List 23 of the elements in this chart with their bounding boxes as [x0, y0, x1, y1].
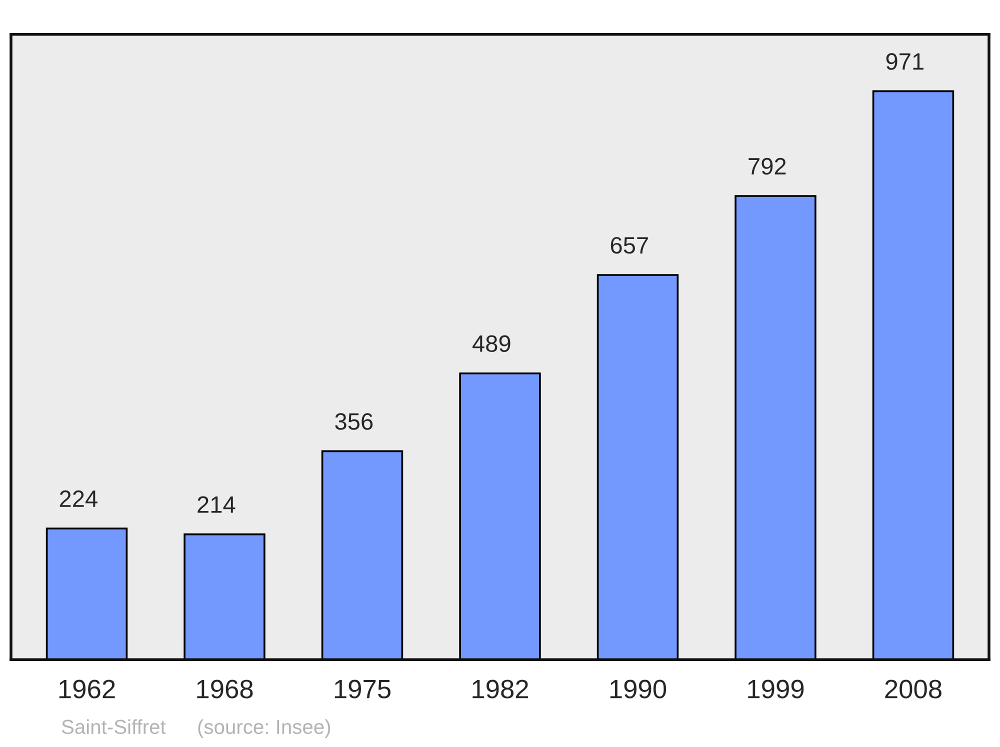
x-tick-label: 1982	[472, 680, 528, 698]
data-label: 214	[198, 496, 236, 513]
x-tick-label: 2008	[885, 680, 942, 698]
text: (source: Insee)	[198, 719, 330, 738]
data-label: 489	[472, 335, 510, 352]
x-tick-label: 1962	[59, 680, 115, 698]
data-label: 792	[748, 158, 786, 175]
text: Saint-Siffret	[62, 719, 166, 734]
bar	[459, 372, 541, 660]
bar	[184, 533, 266, 660]
x-tick-label: 1999	[748, 680, 804, 698]
x-tick-label: 1968	[197, 680, 253, 698]
x-tick-label: 1975	[334, 680, 391, 698]
bar	[734, 195, 816, 660]
bar	[46, 528, 128, 660]
data-label: 356	[335, 413, 373, 430]
data-label: 971	[886, 53, 924, 70]
x-tick-label: 1990	[610, 680, 666, 698]
data-label: 657	[610, 236, 648, 254]
bar	[872, 90, 954, 660]
bar	[321, 450, 404, 660]
data-label: 224	[60, 490, 98, 507]
bar	[596, 274, 679, 660]
